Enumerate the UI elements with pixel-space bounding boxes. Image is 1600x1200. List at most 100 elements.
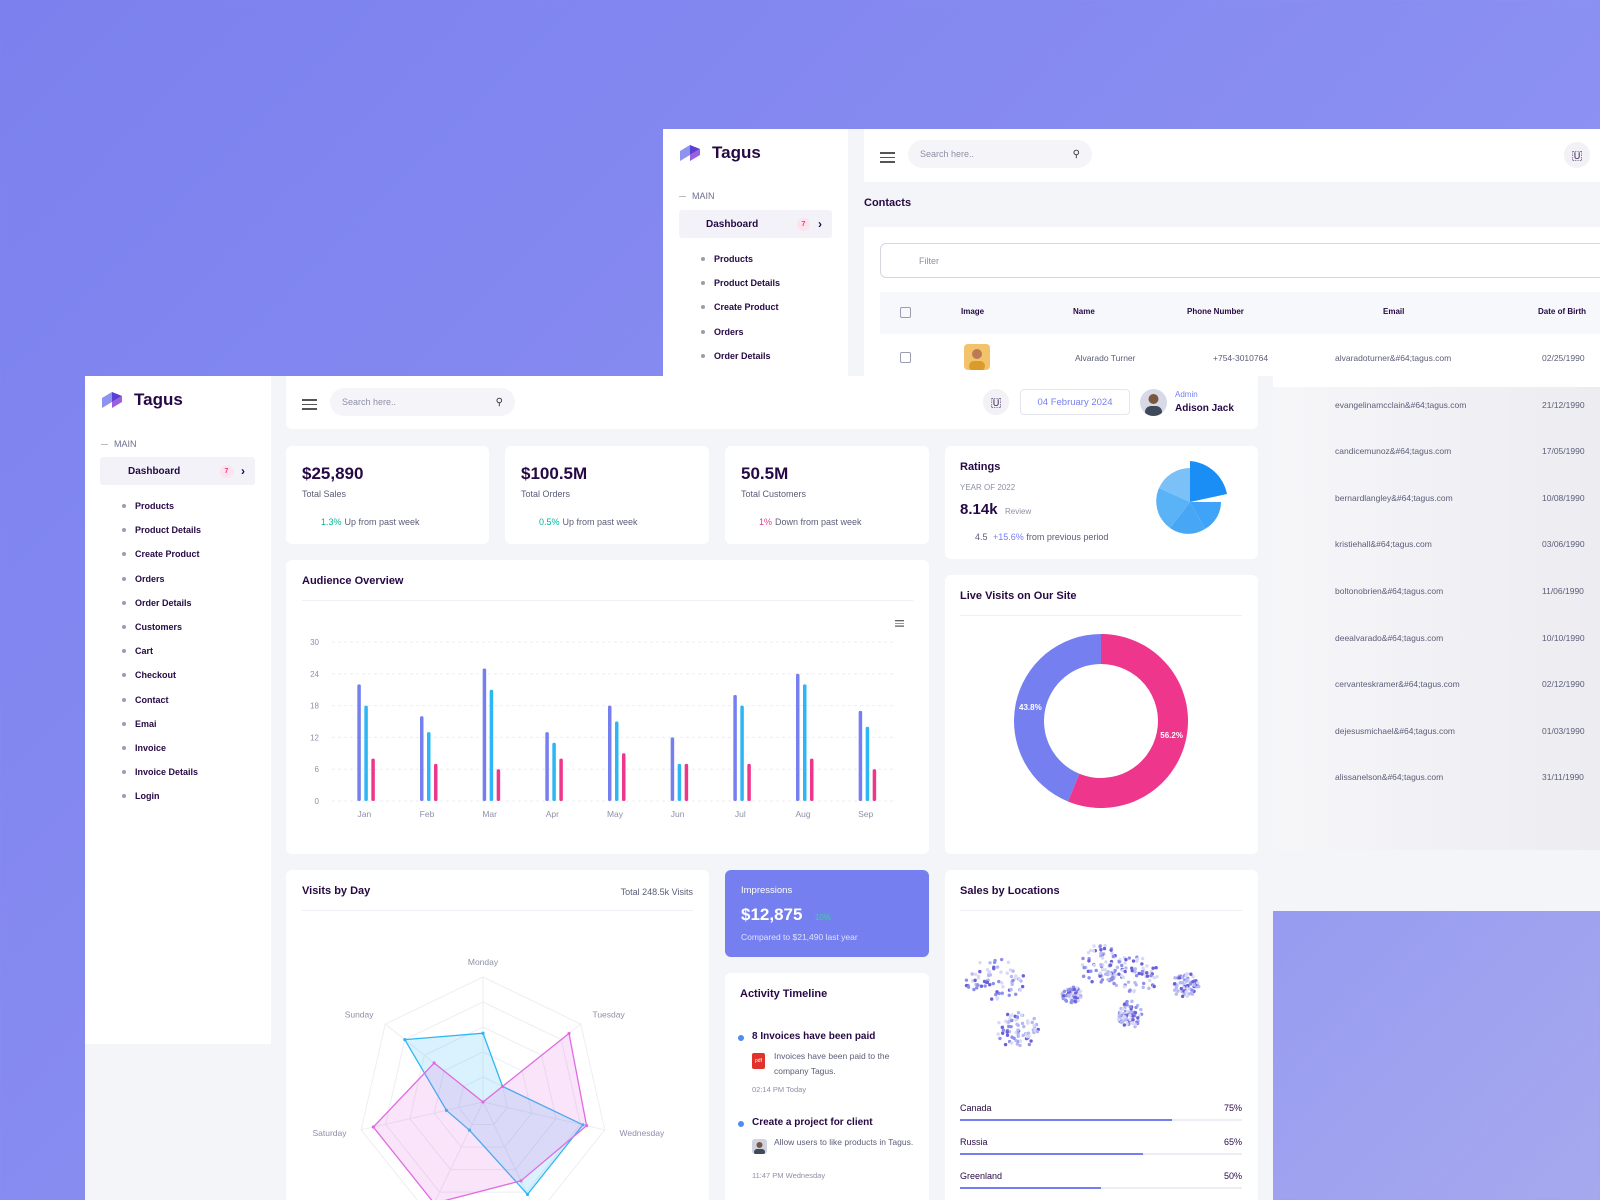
- y-tick-label: 0: [315, 797, 320, 806]
- radar-point: [584, 1124, 589, 1128]
- sidebar-item-product-details[interactable]: Product Details: [701, 271, 780, 295]
- table-row[interactable]: Alvarado Turner +754-3010764: [880, 334, 1600, 380]
- sidebar-item-contact[interactable]: Contact: [122, 688, 201, 712]
- table-row[interactable]: deealvarado&#64;tagus.com 10/10/1990: [1255, 620, 1600, 666]
- map-dot: [1029, 1039, 1033, 1043]
- sidebar-item-invoice[interactable]: Invoice: [122, 736, 201, 760]
- chart-menu-icon[interactable]: [895, 618, 904, 628]
- sidebar-item-checkout[interactable]: Checkout: [122, 663, 201, 687]
- sidebar-item-order-details[interactable]: Order Details: [701, 344, 780, 368]
- map-dot: [1081, 974, 1086, 979]
- location-bar-track: [960, 1187, 1242, 1189]
- map-dot: [1007, 1020, 1011, 1024]
- sidebar-item-product-details[interactable]: Product Details: [122, 518, 201, 542]
- table-row[interactable]: candicemunoz&#64;tagus.com 17/05/1990: [1255, 433, 1600, 479]
- radar-ring: [409, 1026, 557, 1171]
- hamburger-menu-icon[interactable]: [302, 396, 317, 413]
- row-dob: 21/12/1990: [1542, 399, 1585, 410]
- back-table-card: Filter Image Name Phone Number Email Dat…: [864, 227, 1600, 387]
- chevron-right-icon: ›: [818, 217, 822, 231]
- front-logo[interactable]: Tagus: [100, 388, 183, 412]
- map-dot: [1005, 1012, 1010, 1017]
- map-dot: [1000, 1025, 1005, 1030]
- map-dot: [1014, 974, 1018, 978]
- table-row[interactable]: bernardlangley&#64;tagus.com 10/08/1990: [1255, 480, 1600, 526]
- user-name[interactable]: Adison Jack: [1175, 403, 1234, 414]
- map-dot: [1020, 984, 1025, 989]
- location-name: Canada: [960, 1103, 992, 1113]
- sidebar-item-create-product[interactable]: Create Product: [701, 295, 780, 319]
- table-row[interactable]: cervanteskramer&#64;tagus.com 02/12/1990: [1255, 666, 1600, 712]
- map-dot: [983, 984, 987, 988]
- map-dot: [1067, 993, 1071, 997]
- hamburger-menu-icon[interactable]: [880, 149, 895, 166]
- table-row[interactable]: alissanelson&#64;tagus.com 31/11/1990: [1255, 759, 1600, 805]
- table-row[interactable]: alvaradoturner&#64;tagus.com 02/25/1990: [1255, 340, 1600, 386]
- table-row[interactable]: kristiehall&#64;tagus.com 03/06/1990: [1255, 526, 1600, 572]
- search-input[interactable]: Search here.. ⚲: [330, 388, 515, 416]
- table-row[interactable]: boltonobrien&#64;tagus.com 11/06/1990: [1255, 573, 1600, 619]
- table-row[interactable]: evangelinamcclain&#64;tagus.com 21/12/199…: [1255, 387, 1600, 433]
- map-dot: [1000, 1031, 1005, 1035]
- map-dot: [1119, 1010, 1123, 1015]
- user-avatar[interactable]: [1140, 389, 1167, 416]
- sidebar-item-customers[interactable]: Customers: [122, 615, 201, 639]
- stat-card-total-orders: $100.5M Total Orders 0.5% Up from past we…: [505, 446, 709, 544]
- map-dot: [976, 976, 981, 980]
- map-dot: [1087, 976, 1091, 980]
- map-dot: [998, 1036, 1002, 1041]
- map-dot: [1098, 974, 1102, 978]
- date-display[interactable]: 04 February 2024: [1020, 389, 1130, 415]
- row-checkbox[interactable]: [900, 352, 911, 363]
- sidebar-item-orders[interactable]: Orders: [122, 567, 201, 591]
- bar: [796, 673, 800, 801]
- back-sidebar-dashboard[interactable]: Dashboard 7 ›: [679, 210, 832, 238]
- back-search-placeholder: Search here..: [920, 149, 975, 159]
- avatar: [752, 1139, 767, 1154]
- map-dot: [1180, 980, 1184, 985]
- polar-slice: [1190, 502, 1221, 529]
- sidebar-item-order-details[interactable]: Order Details: [122, 591, 201, 615]
- select-all-checkbox[interactable]: [900, 307, 911, 318]
- timeline-time: 02:14 PM Today: [752, 1085, 807, 1094]
- map-dot: [1073, 995, 1077, 1000]
- map-dot: [1066, 988, 1071, 992]
- sidebar-dashboard[interactable]: Dashboard 7 ›: [100, 457, 255, 485]
- radar-ring: [458, 1076, 508, 1126]
- sidebar-item-invoice-details[interactable]: Invoice Details: [122, 760, 201, 784]
- sidebar-item-orders[interactable]: Orders: [701, 320, 780, 344]
- timeline-dot: [738, 1121, 744, 1127]
- sidebar-item-products[interactable]: Products: [122, 494, 201, 518]
- map-dot: [1021, 974, 1026, 978]
- map-dot: [1130, 968, 1134, 973]
- map-dot: [1019, 1013, 1024, 1017]
- map-dot: [1125, 1003, 1129, 1007]
- back-search-input[interactable]: Search here.. ⚲: [908, 140, 1092, 168]
- row-dob: 10/10/1990: [1542, 632, 1585, 643]
- us-flag-icon[interactable]: 🇺: [1564, 142, 1590, 168]
- back-filter-input[interactable]: Filter: [880, 243, 1600, 278]
- radar-spoke: [482, 1101, 531, 1200]
- dashboard-badge: 7: [220, 464, 233, 478]
- us-flag-icon[interactable]: 🇺: [983, 389, 1009, 415]
- x-tick-label: Jan: [357, 809, 371, 819]
- table-row[interactable]: dejesusmichael&#64;tagus.com 01/03/1990: [1255, 713, 1600, 759]
- row-email: dejesusmichael&#64;tagus.com: [1335, 725, 1456, 736]
- map-dot: [1189, 991, 1194, 995]
- map-dot: [1125, 1009, 1130, 1014]
- sidebar-item-emai[interactable]: Emai: [122, 712, 201, 736]
- search-icon[interactable]: ⚲: [495, 396, 503, 408]
- sidebar-item-login[interactable]: Login: [122, 784, 201, 808]
- map-dot: [976, 983, 980, 987]
- sidebar-item-products[interactable]: Products: [701, 247, 780, 271]
- bar: [865, 726, 870, 801]
- back-logo[interactable]: Tagus: [678, 141, 761, 165]
- map-dot: [1141, 966, 1145, 971]
- map-dot: [1020, 1021, 1025, 1026]
- search-icon[interactable]: ⚲: [1072, 148, 1080, 160]
- sidebar-item-create-product[interactable]: Create Product: [122, 542, 201, 566]
- sidebar-item-cart[interactable]: Cart: [122, 639, 201, 663]
- map-dot: [1092, 963, 1097, 968]
- map-dot: [1072, 987, 1076, 992]
- map-dot: [988, 961, 992, 965]
